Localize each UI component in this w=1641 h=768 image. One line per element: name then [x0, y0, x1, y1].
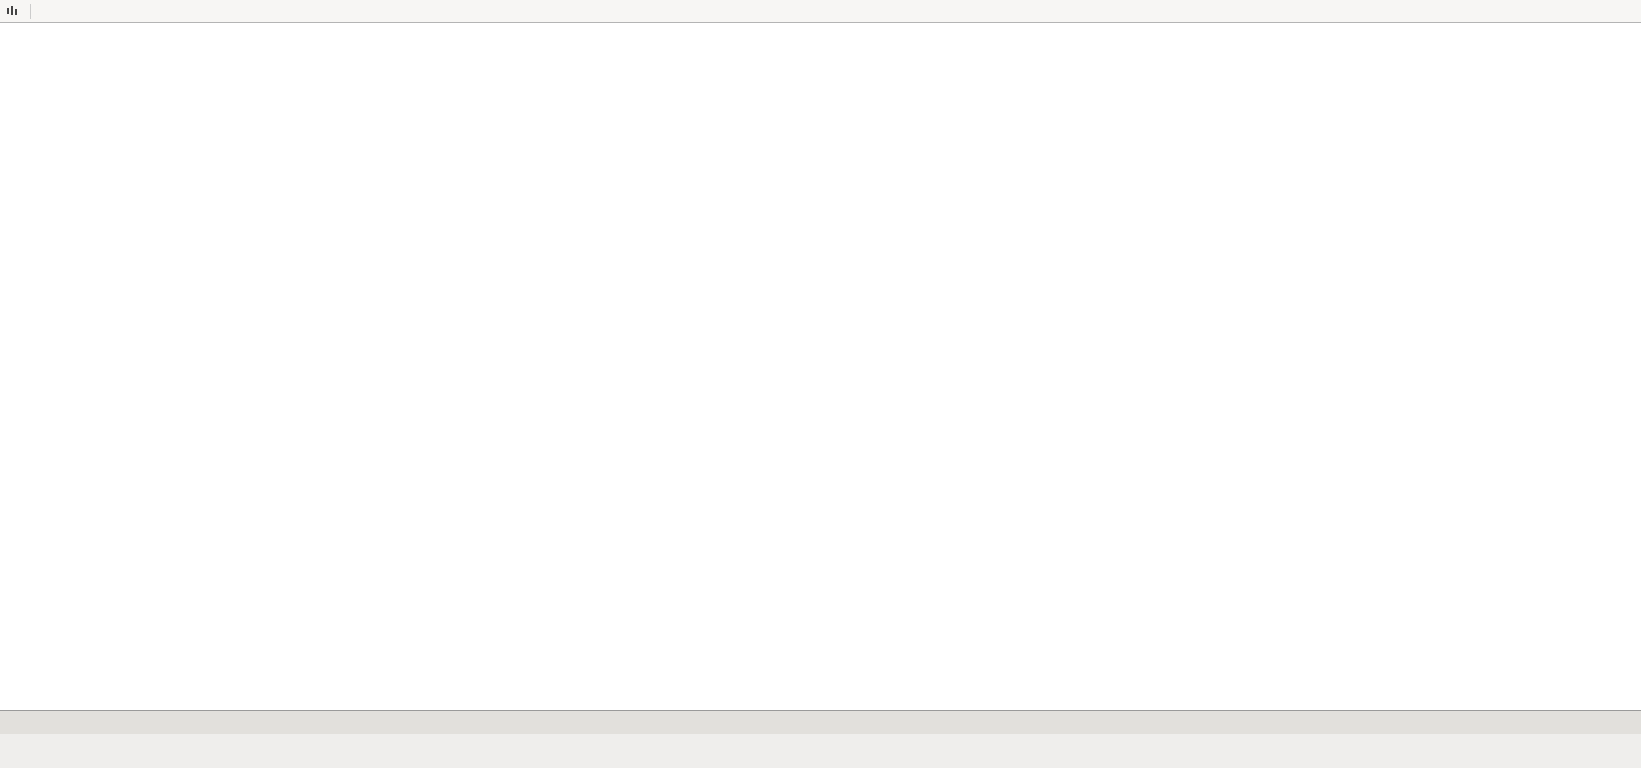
toolbar [0, 0, 1641, 23]
chart-type-icon[interactable] [3, 4, 25, 18]
chart-tabbar [0, 710, 1641, 734]
price-axis[interactable] [1527, 23, 1641, 690]
toolbar-separator [30, 3, 31, 19]
chart-area [0, 23, 1641, 710]
mini-chart-icon [7, 6, 17, 15]
date-axis[interactable] [0, 690, 1526, 710]
chart-canvas[interactable] [0, 23, 1641, 710]
